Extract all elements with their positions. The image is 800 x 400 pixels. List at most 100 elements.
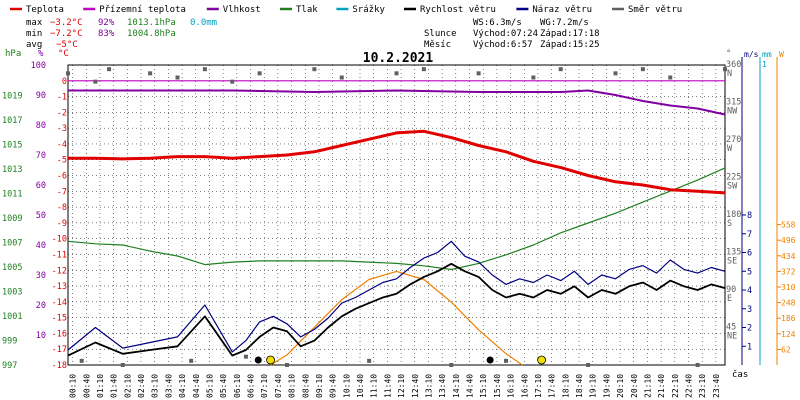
tick-time: 12:40 (411, 374, 420, 398)
tick-time: 02:40 (137, 374, 146, 398)
tick-humidity: 50 (36, 211, 46, 221)
axes: 9979991001100310051007100910111013101510… (2, 57, 796, 398)
wind-dir-point (558, 67, 563, 72)
series-wind-speed (67, 262, 726, 357)
tick-time: 10:10 (342, 374, 351, 398)
tick-wind-dir-name: W (727, 144, 733, 154)
unit-w: W (779, 50, 784, 59)
tick-temperature: -8 (57, 203, 67, 213)
tick-time: 10:40 (356, 374, 365, 398)
info-wg: WG:7.2m/s (540, 18, 589, 28)
tick-temperature: -4 (57, 140, 67, 150)
tick-solar: 558 (781, 221, 796, 230)
tick-humidity: 90 (36, 91, 46, 101)
info-moon-set: Západ:15:25 (540, 40, 600, 50)
tick-temperature: -18 (52, 361, 67, 371)
wind-dir-point (93, 79, 98, 84)
tick-wind-dir-deg: 90 (726, 285, 736, 295)
tick-temperature: -9 (57, 219, 67, 229)
tick-time: 04:40 (192, 374, 201, 398)
wind-dir-point (421, 67, 426, 72)
wind-dir-point (367, 358, 372, 363)
tick-solar: 62 (781, 345, 791, 354)
legend-label-3: Tlak (296, 5, 318, 15)
tick-time: 15:40 (493, 374, 502, 398)
tick-humidity: 70 (36, 151, 46, 161)
legend-label-4: Srážky (352, 5, 385, 15)
tick-time: 17:40 (548, 374, 557, 398)
stats-block: max −3.2°C 92% 1013.1hPa 0.0mm min −7.2°… (26, 18, 217, 50)
tick-humidity: 20 (36, 301, 46, 311)
tick-time: 21:10 (643, 374, 652, 398)
info-moon-label: Měsíc (424, 40, 451, 50)
tick-time: 11:10 (370, 374, 379, 398)
tick-solar: 496 (781, 236, 796, 245)
series-temperature (68, 129, 726, 195)
info-block: WS:6.3m/s WG:7.2m/s Slunce Východ:07:24 … (424, 18, 600, 50)
tick-wind-dir-deg: 315 (726, 98, 741, 108)
tick-time: 23:10 (698, 374, 707, 398)
legend-label-0: Teplota (26, 5, 64, 15)
tick-time: 13:40 (438, 374, 447, 398)
tick-time: 14:10 (452, 374, 461, 398)
legend-label-7: Směr větru (628, 5, 682, 15)
tick-wind: 6 (747, 249, 752, 259)
tick-time: 12:10 (397, 374, 406, 398)
stats-max-rain: 0.0mm (190, 18, 217, 28)
tick-temperature: -13 (52, 282, 67, 292)
tick-wind: 1 (747, 342, 752, 352)
tick-pressure: 1011 (2, 190, 22, 200)
tick-time: 04:10 (178, 374, 187, 398)
tick-time: 11:40 (383, 374, 392, 398)
sunset-marker (537, 355, 546, 365)
wind-dir-point (668, 75, 673, 80)
tick-time: 03:10 (151, 374, 160, 398)
tick-temperature: -6 (57, 172, 67, 182)
wind-dir-point (243, 354, 248, 359)
tick-time: 22:10 (671, 374, 680, 398)
tick-time: 02:10 (123, 374, 132, 398)
stats-min-press: 1004.8hPa (127, 29, 176, 39)
series-humidity (68, 89, 726, 116)
tick-temperature: -17 (52, 345, 67, 355)
sunrise-marker (266, 355, 275, 365)
tick-time: 01:40 (110, 374, 119, 398)
plot-frame (67, 64, 726, 366)
legend-label-5: Rychlost větru (420, 5, 496, 15)
series-pressure (67, 167, 726, 271)
wind-dir-point (504, 358, 508, 363)
tick-time: 09:40 (329, 374, 338, 398)
tick-time: 15:10 (479, 374, 488, 398)
tick-temperature: -16 (52, 329, 67, 339)
stats-min-temp: −7.2°C (50, 29, 83, 39)
series-solar (270, 270, 523, 366)
tick-wind-dir-name: SE (727, 257, 737, 267)
tick-temperature: 0 (62, 77, 67, 87)
tick-solar: 372 (781, 267, 796, 276)
tick-humidity: 30 (36, 271, 46, 281)
wind-dir-point (285, 363, 289, 367)
tick-wind-dir-deg: 360 (726, 60, 741, 70)
tick-time: 07:40 (274, 374, 283, 398)
info-sun-label: Slunce (424, 29, 457, 39)
stats-min-label: min (26, 29, 42, 39)
series-wind-gust (67, 240, 726, 353)
unit-time: čas (732, 369, 748, 380)
tick-humidity: 40 (36, 241, 46, 251)
stats-max-press: 1013.1hPa (127, 18, 176, 28)
tick-time: 06:40 (247, 374, 256, 398)
tick-time: 00:40 (82, 374, 91, 398)
wind-dir-point (640, 67, 645, 72)
unit-degc: °C (58, 49, 69, 59)
tick-humidity: 80 (36, 121, 46, 131)
tick-temperature: -14 (52, 298, 67, 308)
wind-dir-point (476, 71, 481, 76)
tick-temperature: -10 (52, 235, 67, 245)
tick-time: 21:40 (657, 374, 666, 398)
tick-solar: 434 (781, 252, 796, 261)
tick-pressure: 997 (2, 361, 17, 371)
wind-dir-point (339, 75, 344, 80)
unit-ms: m/s (744, 50, 759, 59)
tick-time: 22:40 (685, 374, 694, 398)
tick-pressure: 1001 (2, 312, 22, 322)
